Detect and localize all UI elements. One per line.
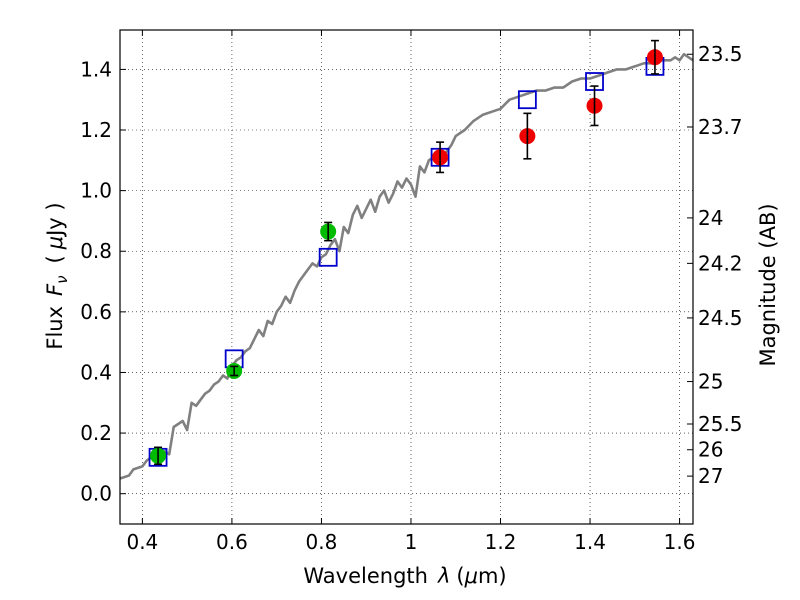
y-tick-label: 0.0 xyxy=(80,482,112,506)
x-axis-title-unit-rest: m) xyxy=(478,564,507,588)
y2-tick-label: 25 xyxy=(698,370,723,394)
x-tick-label: 1.2 xyxy=(485,530,517,554)
x-axis-title: Wavelength λ (μm) xyxy=(303,564,506,588)
y2-tick-label: 24 xyxy=(698,206,723,230)
x-tick-label: 1.6 xyxy=(664,530,696,554)
model-spectrum-layer xyxy=(119,52,694,480)
x-axis-title-unit-open: ( xyxy=(456,564,464,588)
y2-tick-label: 27 xyxy=(698,464,723,488)
y-tick-label: 1.2 xyxy=(80,118,112,142)
y2-tick-label: 26 xyxy=(698,438,723,462)
synthetic-square-marker xyxy=(517,90,537,110)
y-axis-title-subscript: ν xyxy=(53,275,71,283)
y2-tick-label: 23.7 xyxy=(698,115,743,139)
x-axis-title-main: Wavelength xyxy=(303,564,428,588)
y-tick-label: 0.4 xyxy=(80,360,112,384)
x-axis-title-symbol: λ xyxy=(437,564,450,588)
y-tick-label: 0.2 xyxy=(80,421,112,445)
y-axis-title-unit-rest: Jy ) xyxy=(43,202,67,238)
y-tick-label: 0.6 xyxy=(80,300,112,324)
y-axis-title-main: Flux xyxy=(43,306,67,350)
y-tick-label: 0.8 xyxy=(80,239,112,263)
tick-labels: 0.4 0.6 0.8 1 1.2 1.4 1.6 0.0 0.2 0.4 0.6 0.8 1.0 1.2… xyxy=(80,42,742,554)
y-axis-title: Flux Fν ( μJy ) xyxy=(43,202,71,349)
y-tick-label: 1.0 xyxy=(80,179,112,203)
y-axis-title-symbol: F xyxy=(43,283,67,296)
y-axis-title-unit-mu: μ xyxy=(43,236,67,250)
grid-lines xyxy=(120,30,693,524)
x-axis-title-unit-mu: μ xyxy=(464,564,478,588)
x-tick-label: 0.6 xyxy=(216,530,248,554)
y2-tick-label: 23.5 xyxy=(698,42,743,66)
x-tick-label: 0.8 xyxy=(306,530,338,554)
y-axis-title-unit-open: ( xyxy=(43,255,67,263)
x-tick-label: 1.4 xyxy=(574,530,606,554)
data-points-layer xyxy=(148,39,665,467)
synthetic-square-marker xyxy=(318,247,338,267)
secondary-y-axis-title: Magnitude (AB) xyxy=(756,203,780,366)
x-tick-label: 1 xyxy=(405,530,418,554)
x-tick-label: 0.4 xyxy=(126,530,158,554)
plot-frame xyxy=(119,29,694,525)
y2-tick-label: 24.2 xyxy=(698,251,743,275)
axes-frame xyxy=(119,29,694,525)
y2-tick-label: 24.5 xyxy=(698,306,743,330)
y-tick-label: 1.4 xyxy=(80,57,112,81)
y2-tick-label: 25.5 xyxy=(698,412,743,436)
model-spectrum-line xyxy=(119,52,694,480)
